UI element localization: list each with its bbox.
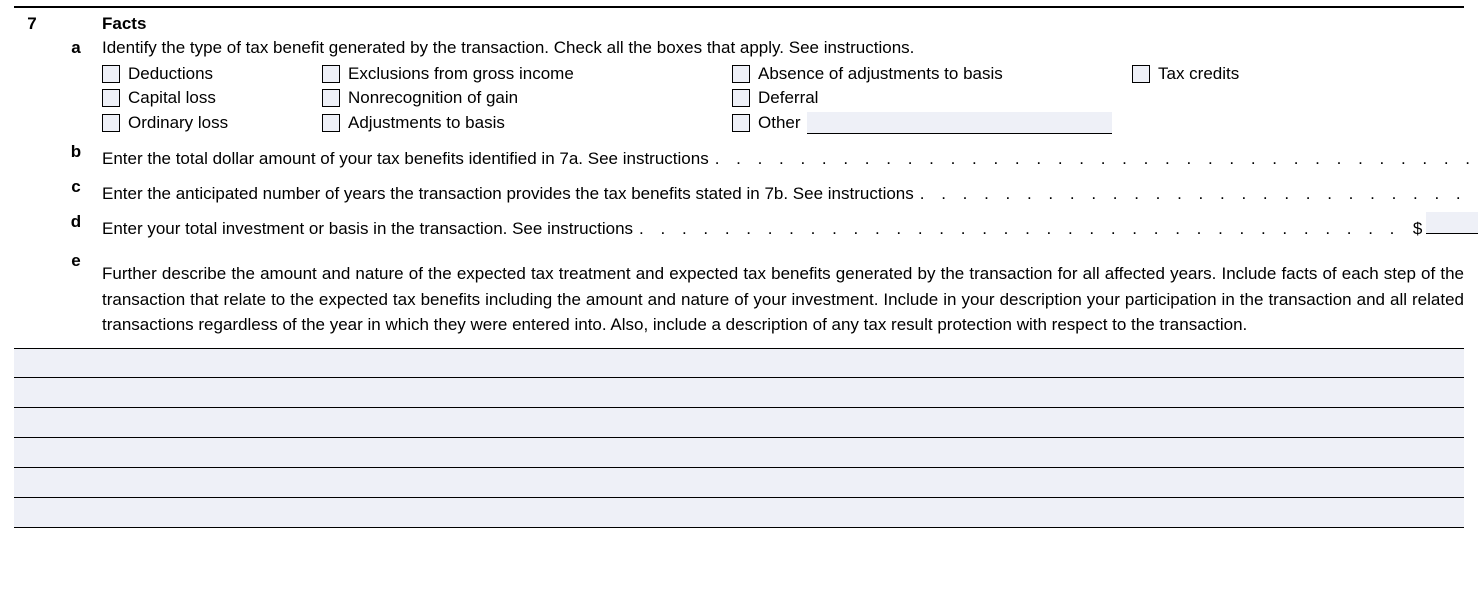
checkbox-item-other: Other	[732, 112, 1132, 134]
write-line[interactable]	[14, 438, 1464, 468]
line-7e-text: Further describe the amount and nature o…	[102, 261, 1464, 338]
line-letter-b: b	[58, 142, 102, 162]
line-letter-e: e	[58, 251, 102, 271]
checkbox-item-tax-credits: Tax credits	[1132, 64, 1464, 84]
write-line[interactable]	[14, 348, 1464, 378]
amount-field-7d[interactable]	[1426, 212, 1478, 234]
checkbox-item-absence: Absence of adjustments to basis	[732, 64, 1132, 84]
line-letter-c: c	[58, 177, 102, 197]
line-letter-a: a	[58, 38, 102, 58]
checkbox-item-ordinary-loss: Ordinary loss	[102, 112, 322, 134]
checkbox-label: Absence of adjustments to basis	[758, 64, 1003, 84]
write-in-area	[14, 348, 1464, 528]
checkbox-label: Deferral	[758, 88, 818, 108]
checkbox-item-deductions: Deductions	[102, 64, 322, 84]
section-title: Facts	[102, 14, 1464, 34]
line-7c-text: Enter the anticipated number of years th…	[102, 184, 914, 204]
checkbox-row: Ordinary loss Adjustments to basis Other	[102, 112, 1464, 134]
line-7e-row: e Further describe the amount and nature…	[14, 251, 1464, 338]
checkbox-label: Ordinary loss	[128, 113, 228, 133]
checkbox-exclusions[interactable]	[322, 65, 340, 83]
checkbox-label: Other	[758, 113, 801, 133]
checkbox-deferral[interactable]	[732, 89, 750, 107]
checkbox-adjustments-basis[interactable]	[322, 114, 340, 132]
line-7c-row: c Enter the anticipated number of years …	[14, 177, 1464, 208]
line-7a-row: a Identify the type of tax benefit gener…	[14, 38, 1464, 138]
checkbox-deductions[interactable]	[102, 65, 120, 83]
line-letter-d: d	[58, 212, 102, 232]
checkbox-label: Deductions	[128, 64, 213, 84]
top-rule	[14, 6, 1464, 8]
checkbox-label: Capital loss	[128, 88, 216, 108]
other-text-field[interactable]	[807, 112, 1112, 134]
checkbox-item-deferral: Deferral	[732, 88, 1132, 108]
checkbox-row: Deductions Exclusions from gross income …	[102, 64, 1464, 84]
line-number: 7	[14, 14, 58, 34]
checkbox-absence-adjustments[interactable]	[732, 65, 750, 83]
checkbox-label: Exclusions from gross income	[348, 64, 574, 84]
dot-leader: . . . . . . . . . . . . . . . . . . . . …	[633, 219, 1406, 239]
line-7b-text: Enter the total dollar amount of your ta…	[102, 149, 709, 169]
checkbox-label: Nonrecognition of gain	[348, 88, 518, 108]
checkbox-row: Capital loss Nonrecognition of gain Defe…	[102, 88, 1464, 108]
checkbox-other[interactable]	[732, 114, 750, 132]
line-7b-row: b Enter the total dollar amount of your …	[14, 142, 1464, 173]
write-line[interactable]	[14, 498, 1464, 528]
write-line[interactable]	[14, 408, 1464, 438]
line-7d-text: Enter your total investment or basis in …	[102, 219, 633, 239]
checkbox-nonrecognition[interactable]	[322, 89, 340, 107]
write-line[interactable]	[14, 378, 1464, 408]
checkbox-label: Adjustments to basis	[348, 113, 505, 133]
line-7a-instruction: Identify the type of tax benefit generat…	[102, 38, 1464, 58]
checkbox-grid: Deductions Exclusions from gross income …	[102, 64, 1464, 134]
checkbox-capital-loss[interactable]	[102, 89, 120, 107]
checkbox-item-nonrecognition: Nonrecognition of gain	[322, 88, 732, 108]
checkbox-item-exclusions: Exclusions from gross income	[322, 64, 732, 84]
line-7d-row: d Enter your total investment or basis i…	[14, 212, 1464, 243]
checkbox-item-capital-loss: Capital loss	[102, 88, 322, 108]
line-7-header-row: 7 Facts	[14, 14, 1464, 34]
checkbox-ordinary-loss[interactable]	[102, 114, 120, 132]
checkbox-label: Tax credits	[1158, 64, 1239, 84]
write-line[interactable]	[14, 468, 1464, 498]
currency-symbol: $	[1406, 219, 1426, 239]
dot-leader: . . . . . . . . . . . . . . . . . . . . …	[709, 149, 1478, 169]
checkbox-item-adjustments: Adjustments to basis	[322, 112, 732, 134]
checkbox-tax-credits[interactable]	[1132, 65, 1150, 83]
dot-leader: . . . . . . . . . . . . . . . . . . . . …	[914, 184, 1478, 204]
